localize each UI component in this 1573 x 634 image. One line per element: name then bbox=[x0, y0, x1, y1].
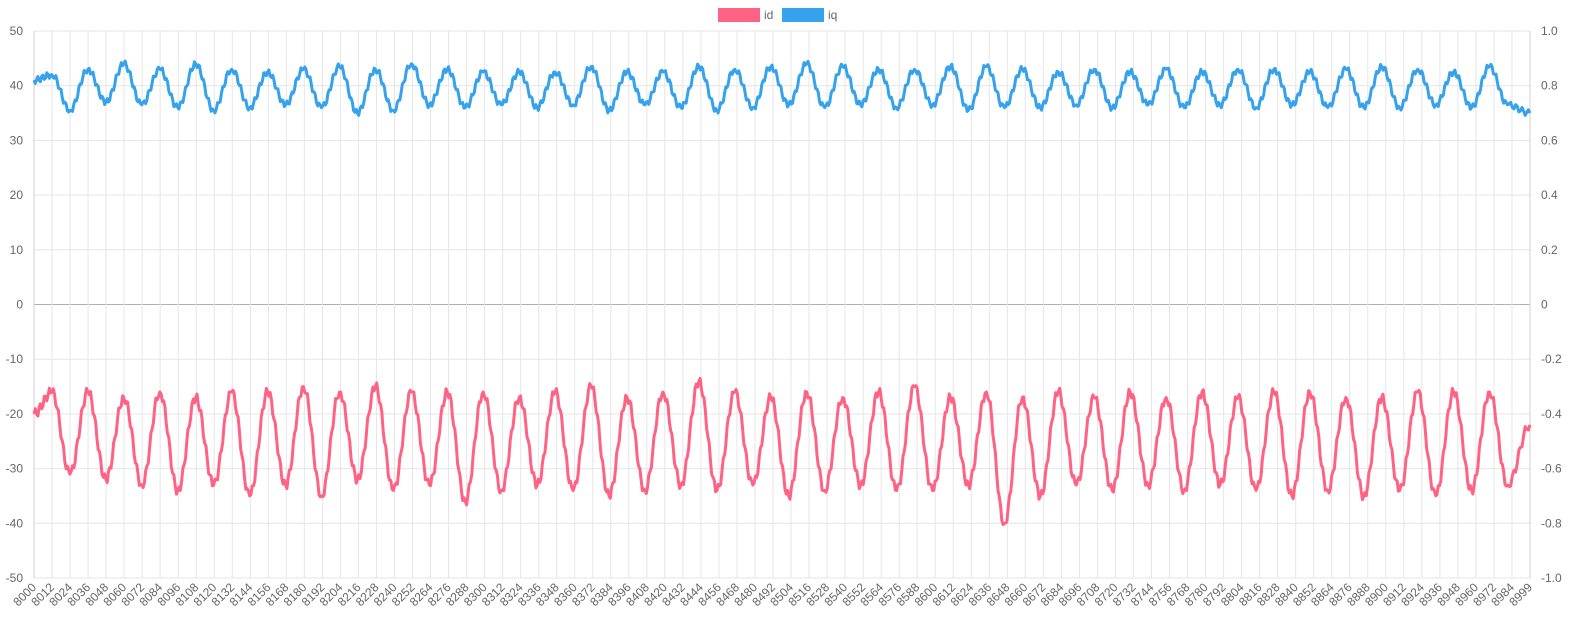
legend[interactable]: id iq bbox=[718, 8, 837, 22]
legend-swatch-iq bbox=[782, 8, 824, 22]
left-tick-label: 20 bbox=[10, 188, 24, 202]
legend-label-id: id bbox=[764, 8, 773, 22]
series-line-iq bbox=[32, 59, 1532, 117]
right-tick-label: -0.2 bbox=[1541, 352, 1562, 366]
left-tick-label: -10 bbox=[6, 352, 24, 366]
left-tick-label: 50 bbox=[10, 24, 24, 38]
legend-label-iq: iq bbox=[828, 8, 837, 22]
legend-item-id[interactable]: id bbox=[718, 8, 773, 22]
right-tick-label: -0.4 bbox=[1541, 407, 1562, 421]
legend-item-iq[interactable]: iq bbox=[782, 8, 837, 22]
left-axis: 50 40 30 20 10 0 -10 -20 -30 -40 -50 bbox=[6, 24, 24, 585]
right-tick-label: 0.2 bbox=[1541, 243, 1558, 257]
right-tick-label: 0 bbox=[1541, 298, 1548, 312]
left-tick-label: 30 bbox=[10, 133, 24, 147]
left-tick-label: 0 bbox=[16, 298, 23, 312]
right-tick-label: 0.6 bbox=[1541, 133, 1558, 147]
left-tick-label: 40 bbox=[10, 79, 24, 93]
right-tick-label: -1.0 bbox=[1541, 571, 1562, 585]
legend-swatch-id bbox=[718, 8, 760, 22]
x-axis: 8000801280248036804880608072808480968108… bbox=[10, 580, 1535, 609]
left-tick-label: -40 bbox=[6, 516, 24, 530]
right-tick-label: 0.8 bbox=[1541, 79, 1558, 93]
grid bbox=[33, 30, 1531, 579]
series-line-id bbox=[32, 376, 1532, 527]
right-tick-label: -0.8 bbox=[1541, 516, 1562, 530]
left-tick-label: -30 bbox=[6, 462, 24, 476]
left-tick-label: -50 bbox=[6, 571, 24, 585]
series-layer bbox=[32, 59, 1532, 527]
right-tick-label: 0.4 bbox=[1541, 188, 1558, 202]
right-tick-label: -0.6 bbox=[1541, 462, 1562, 476]
left-tick-label: -20 bbox=[6, 407, 24, 421]
right-tick-label: 1.0 bbox=[1541, 24, 1558, 38]
right-axis: 1.0 0.8 0.6 0.4 0.2 0 -0.2 -0.4 -0.6 -0.8 -1.0 bbox=[1541, 24, 1562, 585]
left-tick-label: 10 bbox=[10, 243, 24, 257]
